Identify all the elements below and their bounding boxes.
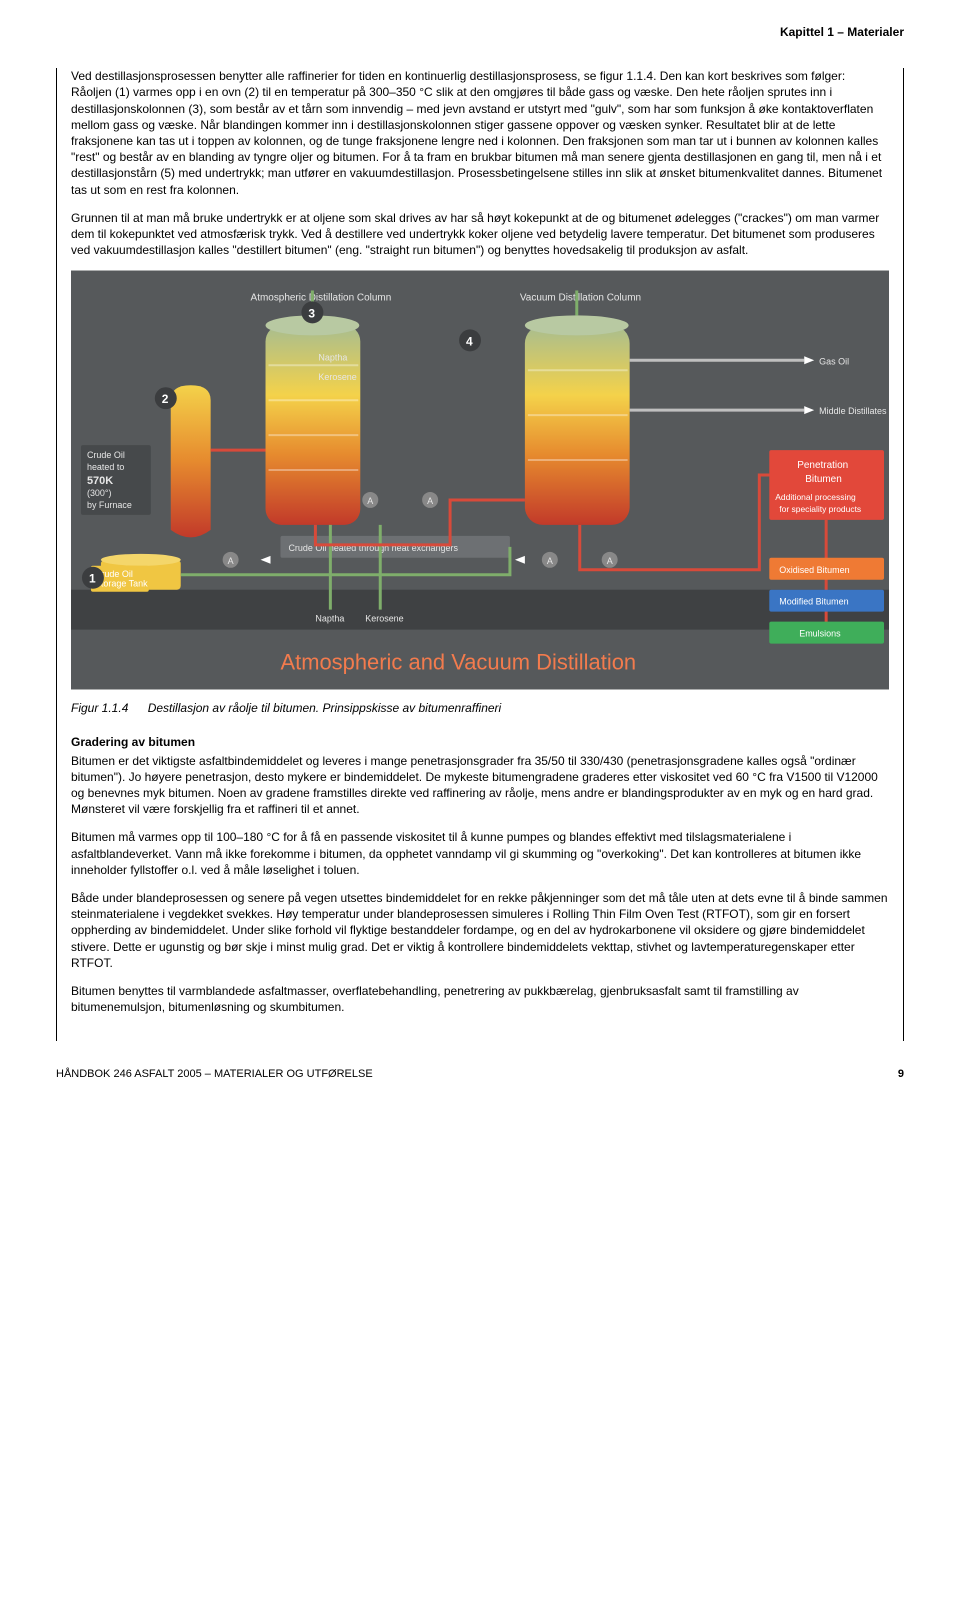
furnace bbox=[171, 385, 211, 537]
para-1: Ved destillasjonsprosessen benytter alle… bbox=[71, 68, 889, 198]
svg-text:Crude Oil: Crude Oil bbox=[87, 450, 125, 460]
svg-text:Oxidised Bitumen: Oxidised Bitumen bbox=[779, 565, 849, 575]
svg-text:for speciality products: for speciality products bbox=[779, 504, 861, 514]
section-para-1: Bitumen er det viktigste asfaltbindemidd… bbox=[71, 753, 889, 818]
footer-page-number: 9 bbox=[898, 1067, 904, 1082]
vac-column bbox=[525, 326, 630, 526]
svg-text:A: A bbox=[607, 556, 613, 566]
section-para-2: Bitumen må varmes opp til 100–180 °C for… bbox=[71, 829, 889, 878]
svg-text:4: 4 bbox=[466, 335, 473, 349]
svg-text:Emulsions: Emulsions bbox=[799, 629, 841, 639]
para-2: Grunnen til at man må bruke undertrykk e… bbox=[71, 210, 889, 259]
svg-text:Naptha: Naptha bbox=[315, 614, 344, 624]
svg-text:A: A bbox=[547, 556, 553, 566]
label-gas-oil: Gas Oil bbox=[819, 357, 849, 367]
svg-text:A: A bbox=[427, 496, 433, 506]
page-footer: HÅNDBOK 246 ASFALT 2005 – MATERIALER OG … bbox=[56, 1067, 904, 1082]
content-box: Ved destillasjonsprosessen benytter alle… bbox=[56, 68, 904, 1041]
figure-caption-text: Destillasjon av råolje til bitumen. Prin… bbox=[148, 701, 501, 715]
figure-number: Figur 1.1.4 bbox=[71, 701, 128, 715]
label-middle-dist: Middle Distillates bbox=[819, 406, 887, 416]
section-para-4: Bitumen benyttes til varmblandede asfalt… bbox=[71, 983, 889, 1015]
distillation-diagram: Atmospheric and Vacuum Distillation Atmo… bbox=[71, 270, 889, 690]
svg-text:Kerosene: Kerosene bbox=[365, 614, 403, 624]
svg-text:Naptha: Naptha bbox=[318, 353, 347, 363]
svg-text:Modified Bitumen: Modified Bitumen bbox=[779, 597, 848, 607]
label-atm-column: Atmospheric Distillation Column bbox=[251, 293, 392, 304]
svg-text:Additional processing: Additional processing bbox=[775, 492, 856, 502]
svg-text:A: A bbox=[228, 556, 234, 566]
svg-text:Kerosene: Kerosene bbox=[318, 372, 356, 382]
section-para-3: Både under blandeprosessen og senere på … bbox=[71, 890, 889, 971]
footer-left: HÅNDBOK 246 ASFALT 2005 – MATERIALER OG … bbox=[56, 1067, 373, 1082]
svg-text:3: 3 bbox=[308, 307, 315, 321]
label-vac-column: Vacuum Distillation Column bbox=[520, 293, 641, 304]
svg-text:A: A bbox=[367, 496, 373, 506]
svg-text:by Furnace: by Furnace bbox=[87, 500, 132, 510]
figure-distillation: Atmospheric and Vacuum Distillation Atmo… bbox=[71, 270, 889, 690]
svg-text:1: 1 bbox=[89, 572, 96, 586]
svg-text:heated to: heated to bbox=[87, 462, 124, 472]
svg-text:570K: 570K bbox=[87, 475, 113, 487]
running-header: Kapittel 1 – Materialer bbox=[56, 24, 904, 40]
svg-text:2: 2 bbox=[162, 392, 169, 406]
svg-text:Bitumen: Bitumen bbox=[805, 474, 842, 485]
svg-text:Penetration: Penetration bbox=[797, 460, 848, 471]
figure-caption: Figur 1.1.4 Destillasjon av råolje til b… bbox=[71, 700, 889, 716]
diagram-title: Atmospheric and Vacuum Distillation bbox=[280, 650, 636, 675]
svg-text:(300°): (300°) bbox=[87, 488, 112, 498]
section-title-gradering: Gradering av bitumen bbox=[71, 734, 889, 750]
